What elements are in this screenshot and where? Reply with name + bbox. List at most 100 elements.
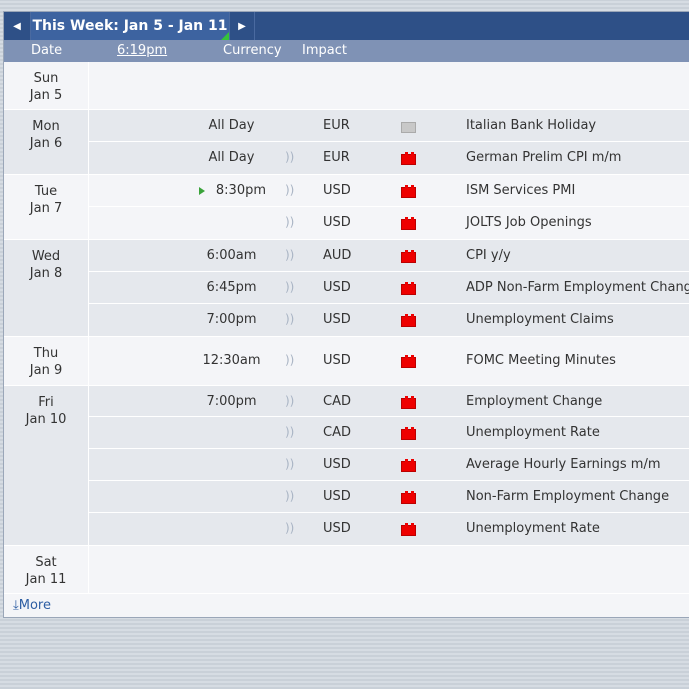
day-date: Jan 8 (29, 266, 63, 281)
high-impact-folder-icon[interactable] (401, 523, 416, 536)
high-impact-folder-icon[interactable] (401, 459, 416, 472)
event-currency: USD (323, 312, 351, 327)
event-title[interactable]: JOLTS Job Openings (466, 215, 592, 230)
event-row[interactable]: )) USD Average Hourly Earnings m/m (89, 449, 689, 481)
high-impact-folder-icon[interactable] (401, 152, 416, 165)
event-title[interactable]: Unemployment Rate (466, 425, 600, 440)
day-cell: Wed Jan 8 (4, 240, 89, 336)
prev-week-arrow-icon[interactable]: ◀ (4, 12, 31, 40)
sound-alert-icon[interactable]: )) (285, 215, 295, 229)
event-row[interactable]: 7:00pm)) CAD Employment Change (89, 386, 689, 417)
event-list: 6:00am)) AUD CPI y/y 6:45pm)) USD ADP Non-Far… (89, 240, 689, 336)
sound-alert-icon[interactable]: )) (285, 425, 295, 439)
event-title[interactable]: Italian Bank Holiday (466, 118, 597, 133)
high-impact-folder-icon[interactable] (401, 355, 416, 368)
sound-alert-icon[interactable]: )) (285, 280, 295, 294)
event-row[interactable]: 6:00am)) AUD CPI y/y (89, 240, 689, 272)
header-impact: Impact (302, 43, 347, 58)
event-list (89, 62, 689, 109)
day-date: Jan 9 (29, 363, 63, 378)
day-cell: Mon Jan 6 (4, 110, 89, 174)
day-row: Tue Jan 7 8:30pm)) USD ISM Services PMI)) USD… (4, 175, 689, 240)
day-of-week: Tue (34, 184, 58, 199)
day-date: Jan 10 (25, 412, 67, 427)
event-time: All Day (208, 118, 255, 133)
event-time: 7:00pm (206, 394, 257, 409)
event-row[interactable]: 12:30am)) USD FOMC Meeting Minutes (89, 337, 689, 385)
header-time-link[interactable]: 6:19pm (117, 43, 168, 58)
header-date: Date (31, 43, 63, 58)
event-row[interactable]: )) USD JOLTS Job Openings (89, 207, 689, 239)
high-impact-folder-icon[interactable] (401, 217, 416, 230)
high-impact-folder-icon[interactable] (401, 427, 416, 440)
event-title[interactable]: Non-Farm Employment Change (466, 489, 670, 504)
sound-alert-icon[interactable]: )) (285, 312, 295, 326)
event-currency: USD (323, 457, 351, 472)
high-impact-folder-icon[interactable] (401, 282, 416, 295)
calendar-panel: ◀ This Week: Jan 5 - Jan 11 ▶ Date 6:19p… (3, 11, 689, 618)
day-row: Sat Jan 11 (4, 546, 689, 594)
event-row[interactable]: All Day)) EUR German Prelim CPI m/m (89, 142, 689, 174)
event-title[interactable]: German Prelim CPI m/m (466, 150, 622, 165)
more-label: More (18, 598, 51, 613)
high-impact-folder-icon[interactable] (401, 314, 416, 327)
week-navigation: ◀ This Week: Jan 5 - Jan 11 ▶ (4, 12, 689, 40)
sound-alert-icon[interactable]: )) (285, 394, 295, 408)
day-cell: Sun Jan 5 (4, 62, 89, 109)
event-title[interactable]: CPI y/y (466, 248, 511, 263)
day-of-week: Thu (33, 346, 59, 361)
event-row[interactable]: 8:30pm)) USD ISM Services PMI (89, 175, 689, 207)
event-currency: USD (323, 353, 351, 368)
event-title[interactable]: Average Hourly Earnings m/m (466, 457, 661, 472)
holiday-impact-folder-icon[interactable] (401, 122, 416, 133)
day-cell: Tue Jan 7 (4, 175, 89, 239)
event-title[interactable]: FOMC Meeting Minutes (466, 353, 616, 368)
sound-alert-icon[interactable]: )) (285, 150, 295, 164)
calendar-header: Date 6:19pm Currency Impact (4, 40, 689, 62)
sound-alert-icon[interactable]: )) (285, 183, 295, 197)
high-impact-folder-icon[interactable] (401, 250, 416, 263)
day-date: Jan 5 (29, 88, 63, 103)
calendar-body: Sun Jan 5 Mon Jan 6 All Day EUR Italian Bank H… (4, 62, 689, 594)
sound-alert-icon[interactable]: )) (285, 489, 295, 503)
event-time: 8:30pm (215, 183, 266, 198)
event-row[interactable]: 7:00pm)) USD Unemployment Claims (89, 304, 689, 336)
event-row[interactable]: )) CAD Unemployment Rate (89, 417, 689, 449)
more-link[interactable]: ⤓More (4, 594, 689, 617)
download-arrow-icon: ⤓ (13, 598, 19, 613)
event-currency: EUR (323, 150, 350, 165)
event-currency: USD (323, 521, 351, 536)
day-cell: Fri Jan 10 (4, 386, 89, 545)
event-title[interactable]: Unemployment Claims (466, 312, 614, 327)
event-currency: USD (323, 280, 351, 295)
event-row[interactable]: )) USD Non-Farm Employment Change (89, 481, 689, 513)
event-currency: USD (323, 215, 351, 230)
high-impact-folder-icon[interactable] (401, 491, 416, 504)
high-impact-folder-icon[interactable] (401, 396, 416, 409)
event-list: 8:30pm)) USD ISM Services PMI)) USD JOLTS Jo… (89, 175, 689, 239)
event-title[interactable]: ADP Non-Farm Employment Change (466, 280, 689, 295)
next-week-arrow-icon[interactable]: ▶ (230, 12, 255, 40)
day-date: Jan 7 (29, 201, 63, 216)
sound-alert-icon[interactable]: )) (285, 353, 295, 367)
header-currency: Currency (223, 43, 282, 58)
event-list (89, 546, 689, 593)
event-time: 12:30am (202, 353, 261, 368)
event-time: 6:45pm (206, 280, 257, 295)
event-title[interactable]: Unemployment Rate (466, 521, 600, 536)
event-row[interactable]: 6:45pm)) USD ADP Non-Farm Employment Chang… (89, 272, 689, 304)
day-of-week: Sun (33, 71, 59, 86)
event-title[interactable]: ISM Services PMI (466, 183, 576, 198)
event-list: All Day EUR Italian Bank Holiday All Day)) E… (89, 110, 689, 174)
event-currency: USD (323, 183, 351, 198)
week-title-button[interactable]: This Week: Jan 5 - Jan 11 (31, 12, 230, 40)
sound-alert-icon[interactable]: )) (285, 457, 295, 471)
day-row: Fri Jan 10 7:00pm)) CAD Employment Change)) C… (4, 386, 689, 546)
sound-alert-icon[interactable]: )) (285, 248, 295, 262)
day-row: Wed Jan 8 6:00am)) AUD CPI y/y 6:45pm)) USD ADP… (4, 240, 689, 337)
high-impact-folder-icon[interactable] (401, 185, 416, 198)
sound-alert-icon[interactable]: )) (285, 521, 295, 535)
event-row[interactable]: )) USD Unemployment Rate (89, 513, 689, 545)
event-row[interactable]: All Day EUR Italian Bank Holiday (89, 110, 689, 142)
event-title[interactable]: Employment Change (466, 394, 603, 409)
